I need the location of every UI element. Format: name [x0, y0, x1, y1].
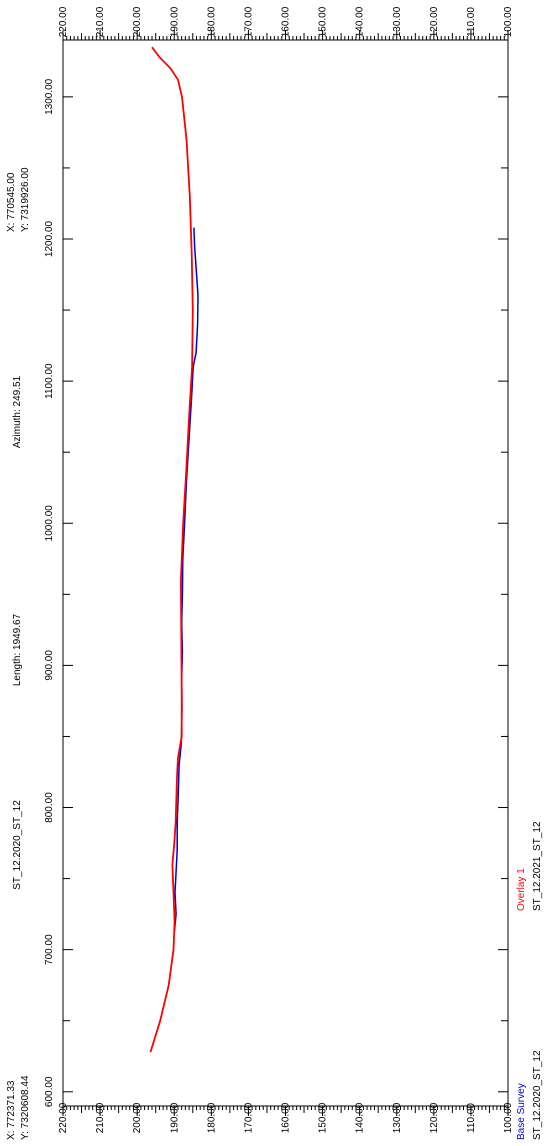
- elevation-tick-label-top: 110.00: [466, 7, 477, 37]
- elevation-tick-label-top: 210.00: [95, 6, 106, 37]
- distance-tick-label: 1000.00: [44, 505, 55, 542]
- elevation-tick-label-bottom: 140.00: [355, 1102, 366, 1133]
- end-y-label: Y: 7319926.00: [20, 167, 31, 232]
- elevation-tick-label-top: 200.00: [132, 6, 143, 37]
- distance-tick-label: 600.00: [44, 1076, 55, 1107]
- elevation-tick-label-top: 140.00: [355, 6, 366, 37]
- elevation-tick-label-bottom: 110.00: [466, 1103, 477, 1133]
- elevation-tick-label-bottom: 210.00: [95, 1102, 106, 1133]
- base-survey-series-line: [173, 227, 199, 933]
- elevation-tick-label-bottom: 180.00: [206, 1102, 217, 1133]
- series-lines: [149, 46, 199, 1053]
- elevation-tick-label-top: 180.00: [206, 6, 217, 37]
- overlay-series-line: [149, 46, 194, 1053]
- start-y-label: Y: 7320608.44: [20, 1075, 31, 1140]
- plot-frame: [62, 39, 509, 1107]
- elevation-tick-label-bottom: 200.00: [132, 1102, 143, 1133]
- legend-overlay-value: ST_12.2021_ST_12: [532, 821, 543, 911]
- distance-tick-label: 1300.00: [44, 78, 55, 115]
- axis-ticks: [62, 30, 509, 1116]
- elevation-tick-label-top: 150.00: [318, 6, 329, 37]
- distance-tick-label: 700.00: [44, 934, 55, 965]
- elevation-tick-label-bottom: 130.00: [392, 1102, 403, 1133]
- elevation-tick-label-bottom: 220.00: [58, 1102, 69, 1133]
- elevation-tick-label-bottom: 160.00: [281, 1102, 292, 1133]
- end-x-label: X: 770545.00: [6, 172, 17, 232]
- elevation-tick-label-top: 190.00: [169, 6, 180, 37]
- axis-tick-labels: 220.00 220.00 210.00 210.00 200.00 200.00 190.…: [44, 6, 514, 1133]
- elevation-tick-label-bottom: 100.00: [503, 1102, 514, 1133]
- start-x-label: X: 772371.33: [6, 1080, 17, 1140]
- azimuth-label: Azimuth: 249.51: [12, 375, 23, 448]
- elevation-tick-label-bottom: 190.00: [169, 1102, 180, 1133]
- elevation-tick-label-top: 100.00: [503, 6, 514, 37]
- length-label: Length: 1949.67: [12, 613, 23, 686]
- elevation-tick-label-top: 120.00: [429, 6, 440, 37]
- elevation-tick-label-bottom: 170.00: [243, 1102, 254, 1133]
- elevation-tick-label-top: 170.00: [243, 6, 254, 37]
- elevation-tick-label-bottom: 150.00: [318, 1102, 329, 1133]
- elevation-tick-label-top: 160.00: [281, 6, 292, 37]
- distance-tick-label: 800.00: [44, 792, 55, 823]
- elevation-tick-label-bottom: 120.00: [429, 1102, 440, 1133]
- elevation-tick-label-top: 220.00: [58, 6, 69, 37]
- distance-tick-label: 900.00: [44, 650, 55, 681]
- distance-tick-label: 1200.00: [44, 220, 55, 257]
- distance-tick-label: 1100.00: [44, 363, 55, 399]
- elevation-tick-label-top: 130.00: [392, 6, 403, 37]
- survey-name-label: ST_12.2020_ST_12: [12, 800, 23, 890]
- legend-base-value: ST_12.2020_ST_12: [532, 1050, 543, 1140]
- legend-overlay-label: Overlay 1: [516, 868, 527, 911]
- legend-base-label: Base Survey: [516, 1083, 527, 1140]
